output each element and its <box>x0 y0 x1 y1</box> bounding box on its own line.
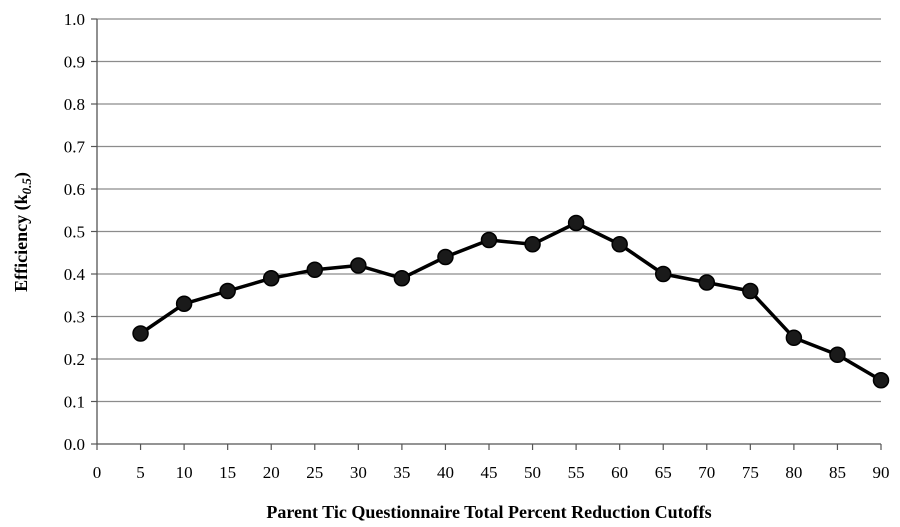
data-point <box>785 329 803 346</box>
x-axis-title: Parent Tic Questionnaire Total Percent R… <box>266 502 711 522</box>
y-axis-title-main: Efficiency (k <box>11 194 32 291</box>
data-point <box>567 214 585 232</box>
x-tick-label: 35 <box>393 463 410 482</box>
x-tick-labels: 0 5 10 15 20 25 30 35 40 45 50 55 60 65 70 75 80 85 90 <box>93 463 890 482</box>
x-tick-label: 55 <box>568 463 585 482</box>
x-tick-label: 60 <box>611 463 628 482</box>
gridlines <box>97 18 881 403</box>
data-point <box>611 236 628 253</box>
series-line <box>139 221 882 382</box>
data-point <box>175 295 193 312</box>
series-line-group <box>139 221 882 382</box>
y-axis-title-close: ) <box>11 172 32 178</box>
data-point <box>698 274 716 291</box>
data-point <box>480 231 498 249</box>
y-tick-labels: 0.0 0.1 0.2 0.3 0.4 0.5 0.6 0.7 0.8 0.9 1.0 <box>64 10 86 454</box>
y-tick-label: 0.5 <box>64 223 85 242</box>
x-tick-label: 65 <box>655 463 672 482</box>
data-point <box>872 372 890 389</box>
y-tick-label: 0.2 <box>64 350 85 369</box>
x-tick-label: 70 <box>698 463 715 482</box>
data-point <box>829 346 846 363</box>
x-tick-label: 20 <box>263 463 280 482</box>
data-point <box>262 270 280 287</box>
x-tick-label: 80 <box>785 463 802 482</box>
data-point <box>742 282 759 300</box>
y-tick-label: 0.7 <box>64 138 86 157</box>
y-tick-label: 0.9 <box>64 53 85 72</box>
data-points <box>132 214 890 389</box>
data-point <box>219 282 236 300</box>
y-tick-label: 0.0 <box>64 435 85 454</box>
data-point <box>524 236 541 253</box>
data-point <box>393 270 411 287</box>
x-tick-label: 0 <box>93 463 102 482</box>
y-axis-title-subscript: 0.5 <box>19 178 34 195</box>
y-tick-label: 0.1 <box>64 393 85 412</box>
x-tick-label: 30 <box>350 463 367 482</box>
data-point <box>437 248 454 266</box>
y-tick-label: 0.4 <box>64 265 86 284</box>
x-tick-label: 90 <box>873 463 890 482</box>
y-tick-label: 0.8 <box>64 95 85 114</box>
x-tick-label: 25 <box>306 463 323 482</box>
x-tick-label: 85 <box>829 463 846 482</box>
data-point <box>306 261 324 278</box>
y-tick-label: 0.3 <box>64 308 85 327</box>
data-point <box>132 325 149 342</box>
x-tick-label: 75 <box>742 463 759 482</box>
x-tick-label: 10 <box>176 463 193 482</box>
y-axis-title: Efficiency (k0.5) <box>11 172 34 292</box>
y-tick-label: 0.6 <box>64 180 85 199</box>
x-tick-label: 40 <box>437 463 454 482</box>
x-tick-label: 5 <box>136 463 145 482</box>
x-tick-label: 50 <box>524 463 541 482</box>
y-tick-label: 1.0 <box>64 10 85 29</box>
x-tick-label: 45 <box>481 463 498 482</box>
data-point <box>350 257 367 274</box>
data-point <box>654 265 672 283</box>
x-tick-label: 15 <box>219 463 236 482</box>
axes <box>91 18 882 450</box>
